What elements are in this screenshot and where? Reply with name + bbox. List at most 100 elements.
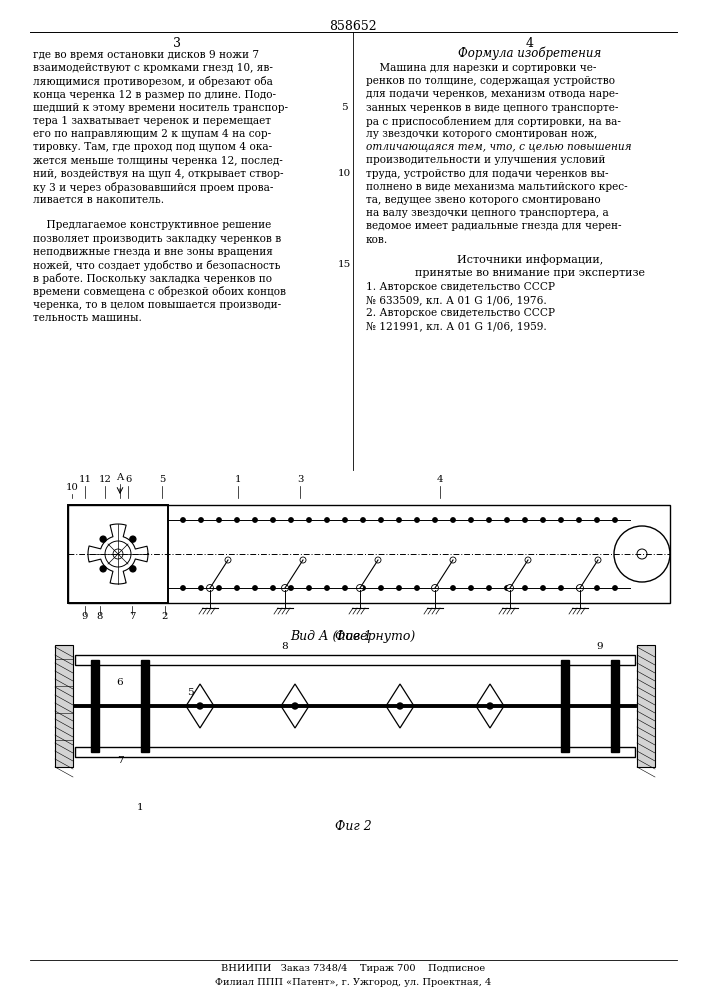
Circle shape: [397, 703, 403, 709]
Circle shape: [253, 518, 257, 522]
Text: 10: 10: [66, 483, 78, 492]
Text: 5: 5: [159, 475, 165, 484]
Bar: [68, 505, 670, 603]
Text: позволяет производить закладку черенков в: позволяет производить закладку черенков …: [33, 234, 281, 244]
Text: 1: 1: [235, 475, 241, 484]
Circle shape: [343, 586, 347, 590]
Bar: [611, 660, 619, 752]
Text: 11: 11: [78, 475, 91, 484]
Text: в работе. Поскольку закладка черенков по: в работе. Поскольку закладка черенков по: [33, 273, 272, 284]
Bar: [55, 645, 73, 767]
Circle shape: [525, 557, 531, 563]
Bar: [637, 645, 655, 767]
Text: для подачи черенков, механизм отвода наре-: для подачи черенков, механизм отвода нар…: [366, 89, 619, 99]
Circle shape: [325, 518, 329, 522]
Text: 5: 5: [187, 688, 193, 697]
Circle shape: [271, 518, 275, 522]
Text: 3: 3: [297, 475, 303, 484]
Circle shape: [199, 518, 203, 522]
Circle shape: [379, 586, 383, 590]
Circle shape: [576, 584, 583, 591]
Bar: [75, 655, 635, 665]
Circle shape: [206, 584, 214, 591]
Text: тера 1 захватывает черенок и перемещает: тера 1 захватывает черенок и перемещает: [33, 116, 271, 126]
Circle shape: [577, 586, 581, 590]
Bar: [141, 660, 149, 752]
Circle shape: [361, 586, 366, 590]
Text: та, ведущее звено которого смонтировано: та, ведущее звено которого смонтировано: [366, 195, 601, 205]
Text: Филиал ППП «Патент», г. Ужгород, ул. Проектная, 4: Филиал ППП «Патент», г. Ужгород, ул. Про…: [215, 978, 491, 987]
Circle shape: [225, 557, 231, 563]
Polygon shape: [476, 684, 504, 728]
Text: тельность машины.: тельность машины.: [33, 313, 142, 323]
Text: Фиг 1: Фиг 1: [334, 630, 371, 643]
Circle shape: [181, 518, 185, 522]
Text: 9: 9: [82, 612, 88, 621]
Text: 4: 4: [526, 37, 534, 50]
Circle shape: [288, 586, 293, 590]
Bar: [75, 747, 635, 757]
Text: ку 3 и через образовавшийся проем прова-: ку 3 и через образовавшийся проем прова-: [33, 182, 274, 193]
Circle shape: [506, 584, 513, 591]
Circle shape: [541, 518, 545, 522]
Text: занных черенков в виде цепного транспорте-: занных черенков в виде цепного транспорт…: [366, 103, 619, 113]
Polygon shape: [386, 684, 414, 728]
Polygon shape: [281, 684, 309, 728]
Text: 1. Авторское свидетельство СССР: 1. Авторское свидетельство СССР: [366, 282, 555, 292]
Circle shape: [505, 518, 509, 522]
Circle shape: [415, 518, 419, 522]
Circle shape: [271, 586, 275, 590]
Text: Фиг 2: Фиг 2: [334, 820, 371, 833]
Circle shape: [217, 518, 221, 522]
Text: неподвижные гнезда и вне зоны вращения: неподвижные гнезда и вне зоны вращения: [33, 247, 273, 257]
Text: № 633509, кл. А 01 G 1/06, 1976.: № 633509, кл. А 01 G 1/06, 1976.: [366, 295, 547, 305]
Text: 15: 15: [337, 260, 351, 269]
Circle shape: [100, 566, 106, 572]
Circle shape: [397, 518, 401, 522]
Text: 2. Авторское свидетельство СССР: 2. Авторское свидетельство СССР: [366, 308, 555, 318]
Bar: [68, 505, 168, 603]
Polygon shape: [186, 684, 214, 728]
Text: шедший к этому времени носитель транспор-: шедший к этому времени носитель транспор…: [33, 103, 288, 113]
Circle shape: [199, 586, 203, 590]
Text: где во время остановки дисков 9 ножи 7: где во время остановки дисков 9 ножи 7: [33, 50, 259, 60]
Text: ливается в накопитель.: ливается в накопитель.: [33, 195, 164, 205]
Text: 5: 5: [341, 103, 347, 112]
Circle shape: [595, 557, 601, 563]
Circle shape: [431, 584, 438, 591]
Circle shape: [522, 518, 527, 522]
Circle shape: [415, 586, 419, 590]
Text: 8: 8: [281, 642, 288, 651]
Circle shape: [379, 518, 383, 522]
Text: жется меньше толщины черенка 12, послед-: жется меньше толщины черенка 12, послед-: [33, 156, 283, 166]
Circle shape: [451, 586, 455, 590]
Circle shape: [433, 518, 437, 522]
Circle shape: [100, 536, 106, 542]
Circle shape: [559, 518, 563, 522]
Circle shape: [356, 584, 363, 591]
Text: производительности и улучшения условий: производительности и улучшения условий: [366, 155, 605, 165]
Circle shape: [433, 586, 437, 590]
Text: ведомое имеет радиальные гнезда для черен-: ведомое имеет радиальные гнезда для чере…: [366, 221, 621, 231]
Circle shape: [235, 586, 239, 590]
Text: принятые во внимание при экспертизе: принятые во внимание при экспертизе: [415, 268, 645, 278]
Text: 9: 9: [597, 642, 603, 651]
Bar: [91, 660, 99, 752]
Text: 6: 6: [117, 678, 123, 687]
Text: ножей, что создает удобство и безопасность: ножей, что создает удобство и безопаснос…: [33, 260, 281, 271]
Circle shape: [522, 586, 527, 590]
Text: A: A: [117, 473, 124, 482]
Text: ВНИИПИ   Заказ 7348/4    Тираж 700    Подписное: ВНИИПИ Заказ 7348/4 Тираж 700 Подписное: [221, 964, 485, 973]
Text: 7: 7: [117, 756, 123, 765]
Text: черенка, то в целом повышается производи-: черенка, то в целом повышается производи…: [33, 300, 281, 310]
Text: 858652: 858652: [329, 20, 377, 33]
Text: 1: 1: [136, 803, 144, 812]
Text: взаимодействуют с кромками гнезд 10, яв-: взаимодействуют с кромками гнезд 10, яв-: [33, 63, 273, 73]
Text: 8: 8: [97, 612, 103, 621]
Circle shape: [181, 586, 185, 590]
Circle shape: [307, 518, 311, 522]
Bar: [561, 660, 569, 752]
Circle shape: [217, 586, 221, 590]
Text: 7: 7: [129, 612, 135, 621]
Circle shape: [235, 518, 239, 522]
